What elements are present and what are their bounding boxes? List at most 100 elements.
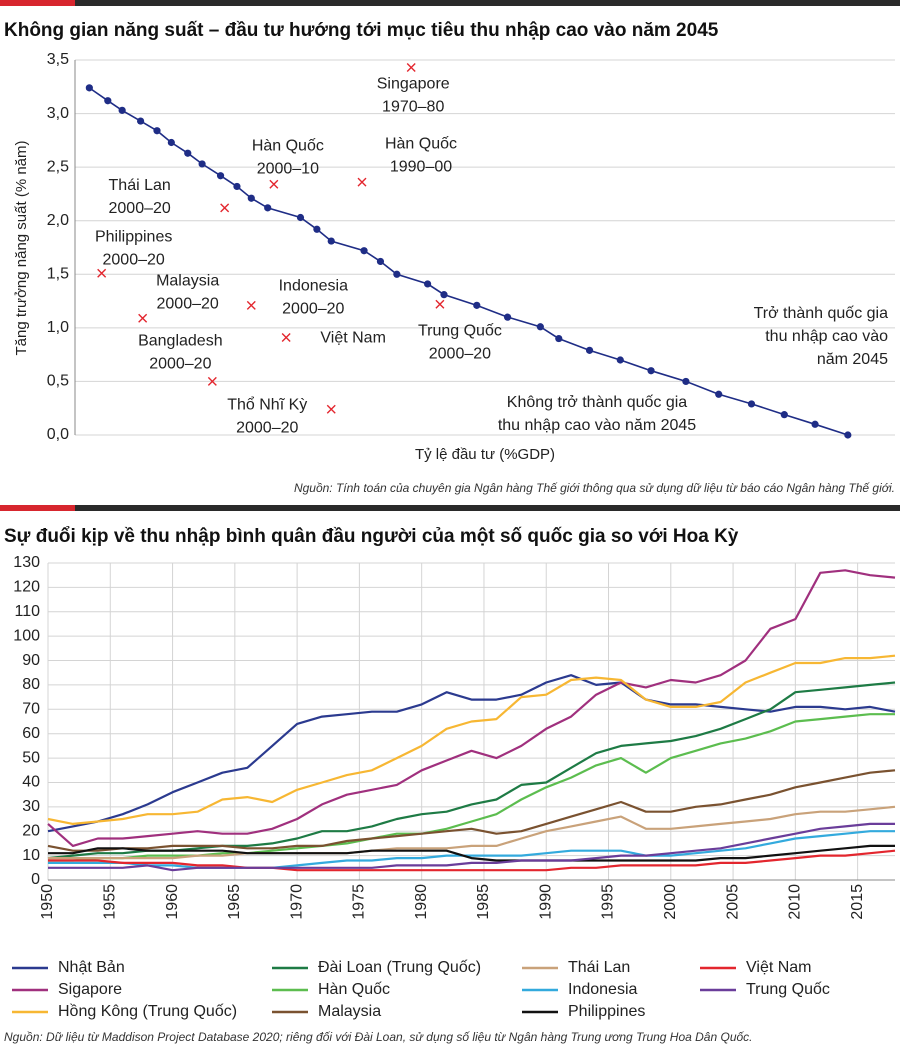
trend-point (104, 97, 112, 105)
series-line (48, 830, 895, 869)
series-line (47, 674, 896, 833)
y-tick-label: 3,0 (47, 105, 69, 122)
point-label: Trung Quốc (418, 323, 502, 340)
x-tick-label: 2000 (662, 884, 679, 920)
y-tick-label: 120 (13, 579, 40, 596)
trend-point (247, 194, 255, 202)
point-label: 2000–20 (282, 301, 344, 318)
y-tick-label: 2,5 (47, 158, 69, 175)
y-tick-label: 50 (22, 749, 40, 766)
trend-line (88, 87, 849, 436)
point-label: 2000–20 (157, 295, 219, 312)
accent-bar (0, 505, 75, 511)
x-tick-label: 1990 (537, 884, 554, 920)
trend-point (473, 301, 481, 309)
y-tick-label: 3,5 (47, 51, 69, 68)
y-tick-label: 40 (22, 774, 40, 791)
point-label: Singapore (377, 76, 450, 93)
y-axis-label: Tăng trưởng năng suất (% năm) (13, 141, 30, 356)
point-label: Hàn Quốc (252, 138, 324, 155)
chart-title: Không gian năng suất – đầu tư hướng tới … (4, 20, 719, 41)
point-label: 1970–80 (382, 99, 444, 116)
trend-point (216, 172, 225, 180)
trend-point (118, 106, 126, 114)
legend-label: Hàn Quốc (318, 981, 390, 998)
series-line (48, 849, 896, 872)
chart-title: Sự đuổi kịp về thu nhập bình quân đầu ng… (4, 526, 739, 547)
annotation: Không trở thành quốc gia (507, 394, 688, 411)
x-tick-label: 1985 (475, 884, 492, 920)
y-tick-label: 1,0 (47, 319, 69, 336)
x-tick-label: 1950 (39, 884, 56, 920)
y-tick-label: 10 (22, 847, 40, 864)
point-label: 2000–20 (429, 346, 491, 363)
y-tick-label: 1,5 (47, 266, 69, 283)
legend-label: Đài Loan (Trung Quốc) (318, 959, 481, 976)
trend-point (198, 160, 206, 168)
y-tick-label: 30 (22, 798, 40, 815)
legend-label: Việt Nam (746, 959, 812, 976)
scatter-mark (246, 300, 256, 310)
point-label: 2000–20 (236, 420, 298, 437)
trend-point (153, 127, 161, 135)
accent-bar (0, 0, 75, 6)
y-tick-label: 130 (13, 554, 40, 571)
scatter-mark (326, 404, 336, 414)
x-tick-label: 1955 (101, 884, 118, 920)
trend-point (780, 411, 788, 419)
x-tick-label: 2005 (724, 884, 741, 920)
scatter-mark (357, 177, 367, 187)
trend-point (85, 84, 93, 92)
trend-point (360, 247, 368, 255)
legend-label: Nhật Bản (58, 959, 125, 976)
source: Nguồn: Dữ liệu từ Maddison Project Datab… (4, 1030, 753, 1044)
point-label: Hàn Quốc (385, 135, 457, 152)
legend-label: Hồng Kông (Trung Quốc) (58, 1003, 237, 1020)
scatter-mark (207, 376, 217, 386)
point-label: Malaysia (156, 272, 219, 289)
x-tick-label: 2015 (849, 884, 866, 920)
trend-point (393, 270, 401, 278)
scatter-mark (406, 63, 416, 72)
point-label: 2000–20 (103, 251, 165, 268)
annotation: năm 2045 (817, 351, 888, 368)
trend-point (296, 213, 305, 222)
y-tick-label: 0 (31, 871, 40, 888)
trend-point (536, 323, 544, 331)
trend-point (844, 431, 852, 439)
series-line (48, 844, 895, 862)
source: Nguồn: Tính toán của chuyên gia Ngân hàn… (294, 481, 895, 495)
y-tick-label: 0,5 (47, 373, 69, 390)
y-tick-label: 110 (14, 603, 40, 620)
y-tick-label: 80 (22, 676, 40, 693)
trend-point (167, 138, 175, 147)
x-tick-label: 1965 (226, 884, 243, 920)
y-tick-label: 2,0 (47, 212, 69, 229)
trend-point (682, 377, 690, 386)
x-axis-label: Tỷ lệ đầu tư (%GDP) (415, 446, 555, 463)
y-tick-label: 60 (22, 725, 40, 742)
point-label: 2000–20 (109, 200, 171, 217)
legend-label: Sigapore (58, 981, 122, 998)
trend-point (440, 291, 448, 299)
x-tick-label: 1960 (164, 884, 181, 920)
trend-point (264, 204, 272, 212)
trend-point (715, 390, 723, 398)
trend-point (585, 346, 594, 354)
trend-point (376, 257, 385, 266)
trend-point (616, 356, 624, 364)
annotation: thu nhập cao vào năm 2045 (498, 417, 696, 434)
point-label: 2000–10 (257, 161, 319, 178)
accent-bar (75, 0, 900, 6)
y-tick-label: 70 (22, 701, 40, 718)
series-line (48, 805, 896, 860)
scatter-mark (269, 179, 279, 189)
scatter-mark (281, 333, 291, 342)
point-label: Thái Lan (109, 177, 171, 194)
series-line (47, 654, 896, 825)
series-line (48, 822, 895, 872)
legend-label: Trung Quốc (746, 981, 830, 998)
legend-label: Indonesia (568, 981, 637, 998)
trend-point (555, 334, 563, 343)
